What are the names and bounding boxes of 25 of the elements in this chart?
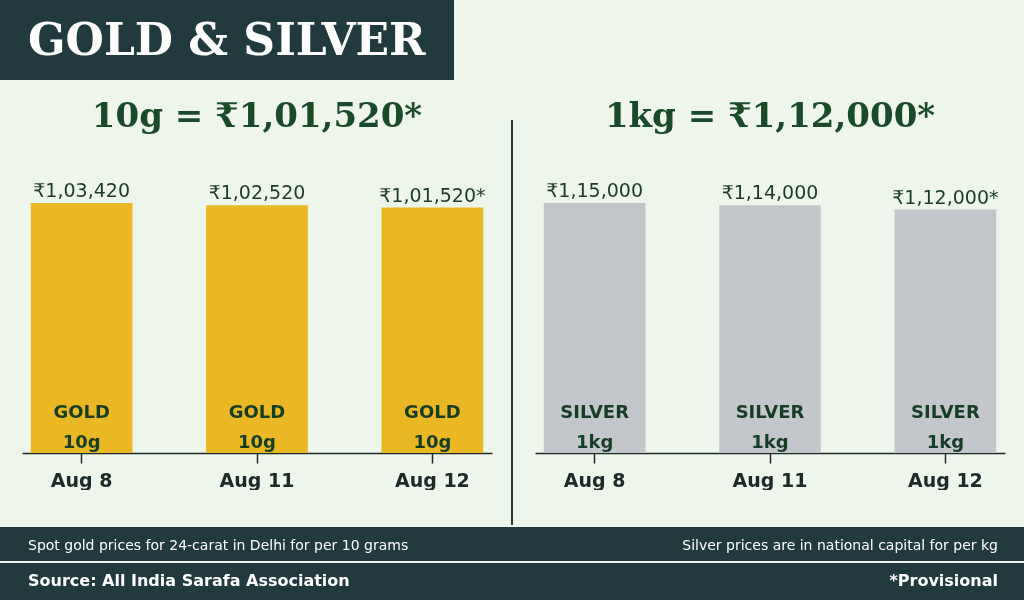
data-label: ₹1,01,520* xyxy=(379,183,486,206)
text: Silver prices are in national capital for per kg xyxy=(682,537,998,553)
x-tick-label: Aug 8 xyxy=(50,468,113,491)
annotation: GOLD 10g xyxy=(228,401,286,452)
text: *Provisional xyxy=(889,571,998,590)
annotation: SILVER 1kg xyxy=(911,401,980,452)
annotation: GOLD 10g xyxy=(404,401,461,452)
x-tick-label: Aug 12 xyxy=(394,468,470,491)
annotation: GOLD 10g xyxy=(53,401,110,452)
data-label: ₹1,12,000* xyxy=(892,185,999,208)
x-tick-label: Aug 12 xyxy=(907,468,983,491)
x-tick-label: Aug 11 xyxy=(732,468,808,491)
data-label: ₹1,14,000 xyxy=(721,181,819,204)
annotation: SILVER 1kg xyxy=(560,401,630,452)
text: Spot gold prices for 24-carat in Delhi for per 10 grams xyxy=(28,537,409,553)
chart-subtitle: 10g = ₹1,01,520* xyxy=(91,95,423,135)
chart-title: GOLD & SILVER xyxy=(0,0,454,80)
x-tick-label: Aug 8 xyxy=(563,468,626,491)
source-note: Source: All India Sarafa Association xyxy=(28,571,350,590)
chart-subtitle: 1kg = ₹1,12,000* xyxy=(604,95,936,135)
data-label: ₹1,15,000 xyxy=(546,179,643,201)
data-label: ₹1,02,520 xyxy=(208,181,306,204)
data-label: ₹1,03,420 xyxy=(33,179,130,201)
annotation: SILVER 1kg xyxy=(735,401,805,452)
x-tick-label: Aug 11 xyxy=(219,468,295,491)
